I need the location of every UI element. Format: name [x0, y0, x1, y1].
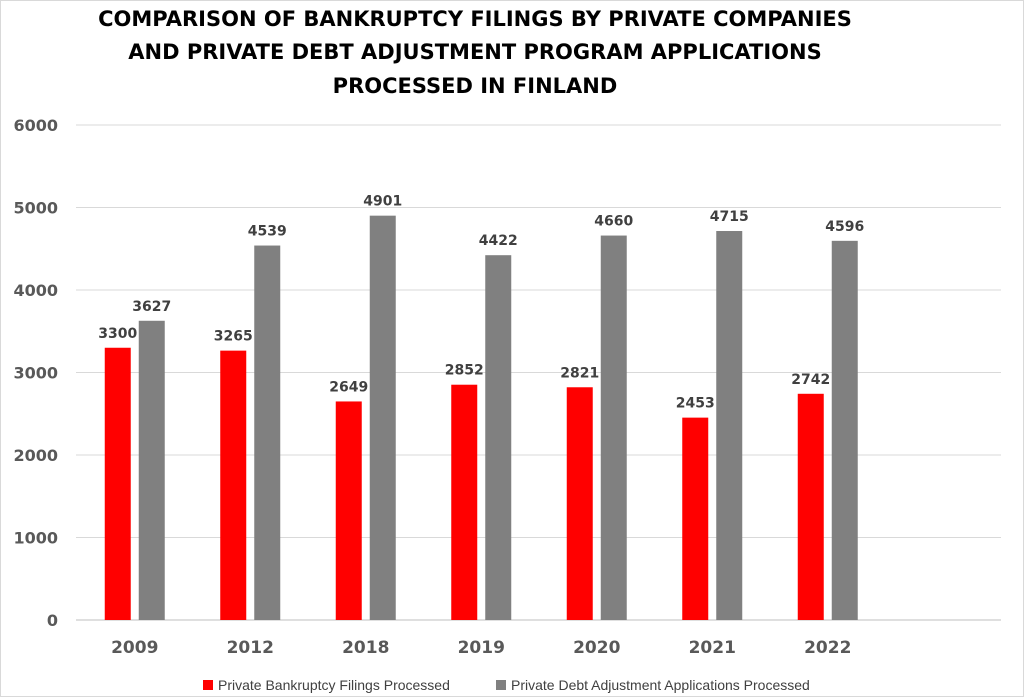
y-tick-label: 2000	[13, 446, 58, 465]
legend-item-bankruptcy: Private Bankruptcy Filings Processed	[203, 677, 450, 693]
chart-title-line-3: PROCESSED IN FINLAND	[333, 74, 618, 98]
bar-bankruptcy-2018	[335, 401, 362, 620]
gridlines	[76, 124, 1001, 621]
data-label-debt-adjustment-2018: 4901	[363, 194, 402, 210]
y-tick-label: 5000	[13, 199, 58, 218]
bar-bankruptcy-2022	[797, 393, 824, 620]
data-label-bankruptcy-2022: 2742	[791, 372, 830, 388]
legend-swatch	[496, 680, 506, 690]
data-label-bankruptcy-2018: 2649	[329, 379, 368, 395]
y-axis-ticks: 0 1000 2000 3000 4000 5000 6000	[13, 116, 58, 630]
x-tick-label: 2018	[342, 638, 389, 658]
legend-label: Private Bankruptcy Filings Processed	[218, 677, 450, 693]
data-label-bankruptcy-2020: 2821	[560, 365, 599, 381]
bar-bankruptcy-2020	[566, 387, 593, 620]
data-label-debt-adjustment-2009: 3627	[132, 299, 171, 315]
data-label-debt-adjustment-2021: 4715	[710, 209, 749, 225]
data-label-bankruptcy-2019: 2852	[445, 363, 484, 379]
y-tick-label: 6000	[13, 116, 58, 135]
bar-bankruptcy-2009	[104, 347, 131, 620]
bar-debt-adjustment-2021	[716, 231, 743, 620]
data-label-debt-adjustment-2012: 4539	[248, 224, 287, 240]
x-tick-label: 2021	[689, 638, 736, 658]
x-tick-label: 2019	[458, 638, 505, 658]
bar-debt-adjustment-2019	[485, 255, 512, 620]
y-tick-label: 1000	[13, 529, 58, 548]
data-label-debt-adjustment-2020: 4660	[594, 214, 633, 230]
bar-debt-adjustment-2012	[254, 245, 281, 620]
x-axis-ticks: 2009 2012 2018 2019 2020 2021 2022	[111, 638, 851, 658]
data-label-bankruptcy-2009: 3300	[98, 326, 137, 342]
legend-label: Private Debt Adjustment Applications Pro…	[511, 677, 810, 693]
x-tick-label: 2012	[227, 638, 274, 658]
data-labels: 3300 3627 3265 4539 2649 4901 2852 4422 2821 4660…	[98, 194, 864, 412]
bar-debt-adjustment-2022	[831, 240, 858, 620]
chart-title: COMPARISON OF BANKRUPTCY FILINGS BY PRIV…	[98, 7, 852, 98]
bar-bankruptcy-2021	[682, 417, 709, 620]
chart-title-line-2: AND PRIVATE DEBT ADJUSTMENT PROGRAM APPL…	[128, 40, 821, 64]
bar-debt-adjustment-2018	[369, 215, 396, 621]
legend: Private Bankruptcy Filings Processed Priv…	[203, 677, 810, 693]
bar-bankruptcy-2019	[451, 384, 478, 620]
y-tick-label: 3000	[13, 364, 58, 383]
y-tick-label: 0	[47, 611, 58, 630]
x-tick-label: 2020	[573, 638, 620, 658]
x-tick-label: 2022	[804, 638, 851, 658]
x-tick-label: 2009	[111, 638, 158, 658]
data-label-debt-adjustment-2019: 4422	[479, 233, 518, 249]
bar-debt-adjustment-2020	[600, 235, 627, 621]
bar-debt-adjustment-2009	[138, 320, 165, 620]
y-tick-label: 4000	[13, 281, 58, 300]
legend-item-debt-adjustment: Private Debt Adjustment Applications Pro…	[496, 677, 810, 693]
data-label-bankruptcy-2021: 2453	[676, 396, 715, 412]
legend-swatch	[203, 680, 213, 690]
bars	[104, 215, 858, 621]
bar-bankruptcy-2012	[220, 350, 247, 620]
chart-title-line-1: COMPARISON OF BANKRUPTCY FILINGS BY PRIV…	[98, 7, 852, 31]
data-label-bankruptcy-2012: 3265	[214, 329, 253, 345]
data-label-debt-adjustment-2022: 4596	[825, 219, 864, 235]
